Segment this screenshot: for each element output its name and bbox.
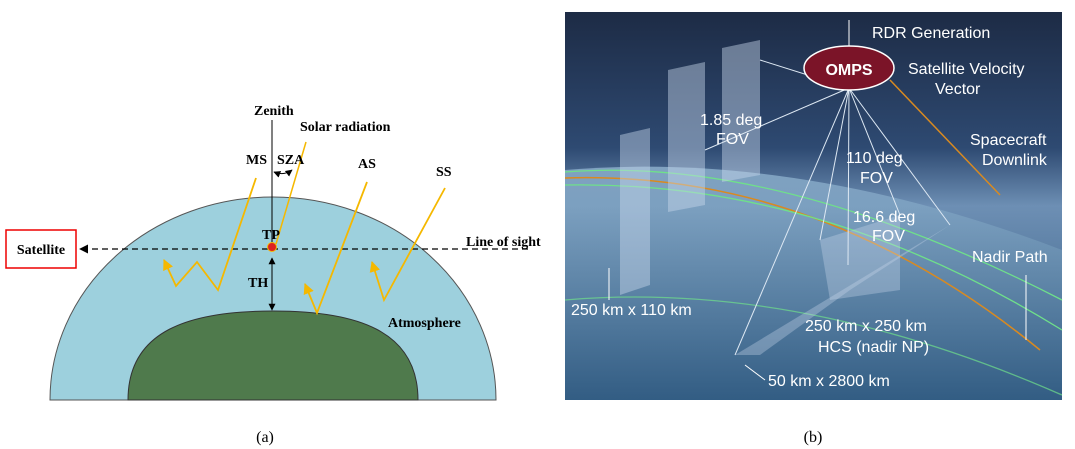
- fov166-line-2: FOV: [872, 228, 905, 245]
- hcs-label: HCS (nadir NP): [818, 339, 929, 356]
- swath-panel-1: [620, 128, 650, 295]
- sza-label: SZA: [277, 153, 305, 168]
- atmosphere-label: Atmosphere: [388, 316, 461, 331]
- line-of-sight-label: Line of sight: [466, 235, 541, 250]
- tp-label: TP: [262, 228, 280, 243]
- velocity-line-1: Satellite Velocity: [908, 61, 1025, 78]
- downlink-line-2: Downlink: [982, 152, 1048, 169]
- fov110-line-1: 110 deg: [846, 150, 903, 167]
- panel-a: Satellite Line of sight Zenith Solar rad…: [6, 104, 541, 400]
- th-label: TH: [248, 276, 268, 291]
- page: Satellite Line of sight Zenith Solar rad…: [0, 0, 1075, 449]
- satellite-label: Satellite: [17, 243, 65, 258]
- tangent-point: [268, 243, 277, 252]
- rdr-label: RDR Generation: [872, 25, 990, 42]
- size-250x250: 250 km x 250 km: [805, 318, 927, 335]
- fov185-line-1: 1.85 deg: [700, 112, 762, 129]
- downlink-line-1: Spacecraft: [970, 132, 1047, 149]
- fov110-line-2: FOV: [860, 170, 893, 187]
- zenith-label: Zenith: [254, 104, 294, 119]
- velocity-line-2: Vector: [935, 81, 981, 98]
- ms-label: MS: [246, 153, 267, 168]
- omps-label: OMPS: [825, 62, 872, 79]
- caption-a: (a): [256, 429, 274, 446]
- solar-radiation-label: Solar radiation: [300, 120, 391, 135]
- nadir-path-label: Nadir Path: [972, 249, 1048, 266]
- fov185-line-2: FOV: [716, 131, 749, 148]
- size-250x110: 250 km x 110 km: [571, 302, 692, 319]
- figure: Satellite Line of sight Zenith Solar rad…: [0, 0, 1075, 449]
- as-label: AS: [358, 157, 376, 172]
- swath-panel-2: [668, 62, 705, 212]
- fov166-line-1: 16.6 deg: [853, 209, 915, 226]
- ss-label: SS: [436, 165, 452, 180]
- size-50x2800: 50 km x 2800 km: [768, 373, 890, 390]
- caption-b: (b): [804, 429, 823, 446]
- swath-panel-3: [722, 40, 760, 182]
- sza-arc: [274, 170, 292, 174]
- panel-b: OMPS RDR Generation Satellite Velocity V…: [565, 12, 1062, 400]
